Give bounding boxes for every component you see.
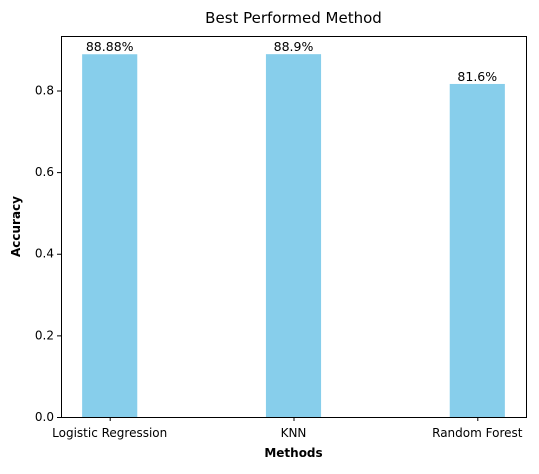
x-axis-label: Methods (264, 446, 322, 460)
y-tick-label-1: 0.2 (35, 328, 54, 342)
bar-2 (450, 84, 505, 417)
y-axis-label: Accuracy (9, 196, 23, 257)
x-tick-label-2: Random Forest (432, 426, 523, 440)
y-tick-label-2: 0.4 (35, 247, 54, 261)
y-tick-label-4: 0.8 (35, 83, 54, 97)
data-label-1: 88.9% (274, 39, 314, 54)
x-tick-label-0: Logistic Regression (52, 426, 167, 440)
bar-0 (82, 54, 137, 417)
chart-title: Best Performed Method (205, 9, 382, 27)
bars-layer (82, 54, 505, 417)
y-axis-ticks: 0.0 0.2 0.4 0.6 0.8 (35, 83, 61, 424)
x-axis-ticks: Logistic Regression KNN Random Forest (52, 417, 523, 440)
y-tick-label-0: 0.0 (35, 410, 54, 424)
y-tick-label-3: 0.6 (35, 165, 54, 179)
data-label-2: 81.6% (457, 69, 497, 84)
bar-1 (266, 54, 321, 417)
x-tick-label-1: KNN (281, 426, 307, 440)
data-label-0: 88.88% (86, 39, 134, 54)
